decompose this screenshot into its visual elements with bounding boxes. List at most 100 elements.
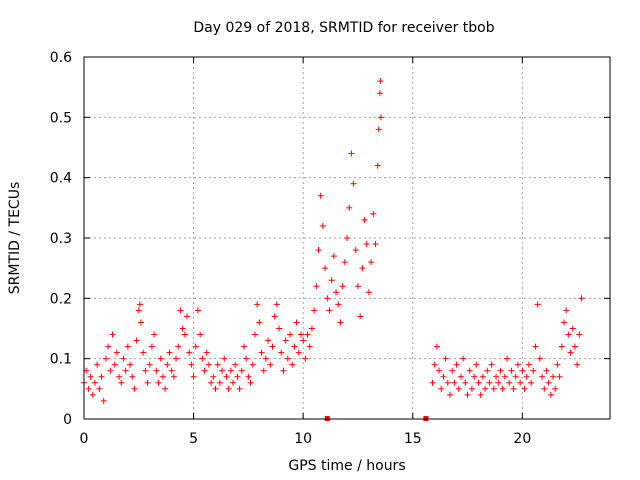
data-point bbox=[375, 126, 382, 133]
data-point bbox=[354, 283, 361, 290]
data-point bbox=[453, 361, 460, 368]
data-point bbox=[473, 361, 480, 368]
data-point bbox=[221, 355, 228, 362]
data-point bbox=[251, 331, 258, 338]
data-point bbox=[377, 78, 384, 85]
data-point bbox=[359, 265, 366, 272]
data-point bbox=[451, 379, 458, 386]
data-point bbox=[127, 361, 134, 368]
data-point bbox=[455, 385, 462, 392]
data-point bbox=[148, 343, 155, 350]
data-point bbox=[102, 355, 109, 362]
data-point bbox=[192, 343, 199, 350]
data-point bbox=[311, 307, 318, 314]
data-point bbox=[230, 379, 237, 386]
data-point bbox=[447, 391, 454, 398]
data-point bbox=[210, 373, 217, 380]
data-point bbox=[85, 385, 92, 392]
data-point bbox=[365, 289, 372, 296]
data-point bbox=[225, 385, 232, 392]
data-point bbox=[560, 319, 567, 326]
data-point bbox=[547, 391, 554, 398]
data-point bbox=[479, 373, 486, 380]
data-point bbox=[300, 337, 307, 344]
data-point bbox=[267, 361, 274, 368]
data-point bbox=[271, 313, 278, 320]
data-point bbox=[438, 385, 445, 392]
data-point bbox=[462, 379, 469, 386]
data-point bbox=[214, 361, 221, 368]
y-tick-label: 0.4 bbox=[50, 171, 72, 187]
data-point bbox=[254, 301, 261, 308]
x-tick-label: 20 bbox=[513, 431, 531, 447]
data-point bbox=[133, 337, 140, 344]
data-point bbox=[151, 331, 158, 338]
data-point bbox=[201, 367, 208, 374]
data-point bbox=[565, 331, 572, 338]
data-point bbox=[528, 379, 535, 386]
data-point bbox=[490, 385, 497, 392]
data-point bbox=[122, 367, 129, 374]
data-point bbox=[370, 210, 377, 217]
data-point bbox=[541, 385, 548, 392]
y-axis-label: SRMTID / TECUs bbox=[7, 182, 23, 295]
data-point bbox=[495, 379, 502, 386]
data-point bbox=[486, 379, 493, 386]
data-point bbox=[519, 367, 526, 374]
data-point bbox=[313, 283, 320, 290]
data-point bbox=[256, 319, 263, 326]
data-point bbox=[295, 349, 302, 356]
data-point bbox=[282, 337, 289, 344]
data-point bbox=[339, 283, 346, 290]
y-tick-label: 0.3 bbox=[50, 231, 72, 247]
data-point bbox=[293, 319, 300, 326]
data-point bbox=[512, 373, 519, 380]
data-point bbox=[118, 379, 125, 386]
data-point bbox=[177, 307, 184, 314]
data-point bbox=[361, 216, 368, 223]
data-point bbox=[457, 373, 464, 380]
data-point bbox=[330, 253, 337, 260]
data-point bbox=[552, 385, 559, 392]
data-point bbox=[144, 379, 151, 386]
data-point bbox=[96, 385, 103, 392]
data-point bbox=[466, 367, 473, 374]
data-point bbox=[506, 379, 513, 386]
data-point bbox=[460, 355, 467, 362]
data-point bbox=[514, 361, 521, 368]
data-point bbox=[368, 259, 375, 266]
data-point bbox=[146, 361, 153, 368]
y-axis: 0 0.1 0.2 0.3 0.4 0.5 0.6 bbox=[50, 50, 610, 428]
data-point bbox=[324, 295, 331, 302]
data-point bbox=[155, 379, 162, 386]
data-point bbox=[567, 349, 574, 356]
data-point bbox=[576, 331, 583, 338]
data-point bbox=[109, 331, 116, 338]
data-point bbox=[377, 114, 384, 121]
data-point bbox=[521, 385, 528, 392]
data-point bbox=[523, 373, 530, 380]
data-point bbox=[212, 385, 219, 392]
data-point bbox=[199, 355, 206, 362]
data-point bbox=[168, 367, 175, 374]
data-point bbox=[105, 343, 112, 350]
data-point bbox=[503, 355, 510, 362]
data-point bbox=[536, 355, 543, 362]
y-tick-label: 0.6 bbox=[50, 50, 72, 66]
data-point bbox=[499, 385, 506, 392]
data-point bbox=[444, 379, 451, 386]
data-point bbox=[525, 361, 532, 368]
data-point bbox=[550, 373, 557, 380]
data-point bbox=[111, 361, 118, 368]
x-tick-label: 0 bbox=[80, 431, 89, 447]
data-point bbox=[190, 373, 197, 380]
data-point bbox=[436, 367, 443, 374]
data-point bbox=[240, 343, 247, 350]
data-points bbox=[81, 78, 585, 404]
data-point bbox=[429, 379, 436, 386]
data-point bbox=[120, 355, 127, 362]
x-tick-label: 10 bbox=[294, 431, 312, 447]
data-point bbox=[468, 385, 475, 392]
data-point bbox=[532, 343, 539, 350]
data-point bbox=[317, 192, 324, 199]
